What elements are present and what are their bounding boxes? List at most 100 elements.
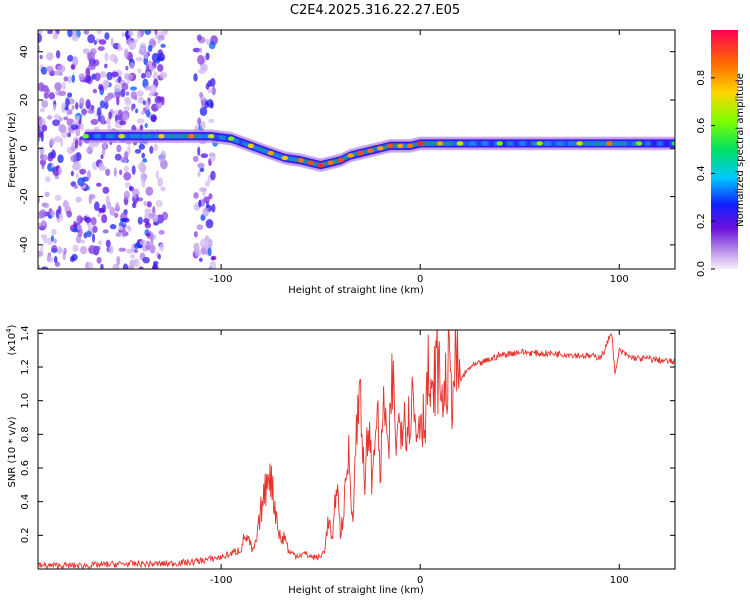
noise-blob <box>125 65 129 71</box>
y-tick-label: 40 <box>19 45 30 58</box>
noise-blob <box>88 195 93 204</box>
noise-blob <box>103 81 108 91</box>
noise-blob <box>58 124 67 133</box>
noise-blob <box>211 203 216 213</box>
snr-multiplier: (x104) <box>5 324 18 355</box>
noise-blob <box>195 248 202 257</box>
noise-blob <box>98 83 104 91</box>
noise-blob <box>50 167 56 172</box>
snr-frame <box>37 329 676 570</box>
noise-blob <box>145 100 150 111</box>
noise-blob <box>101 204 107 213</box>
noise-blob <box>104 32 110 40</box>
noise-blob <box>38 222 42 228</box>
ridge-peak <box>82 134 89 139</box>
noise-blob <box>199 106 208 116</box>
noise-blob <box>88 141 95 150</box>
noise-blob <box>87 34 96 44</box>
noise-blob <box>198 68 206 75</box>
ridge-peak <box>267 150 275 156</box>
noise-blob <box>137 162 146 171</box>
noise-blob <box>50 235 55 242</box>
noise-blob <box>88 245 97 255</box>
noise-blob <box>100 154 104 160</box>
noise-blob <box>196 34 202 41</box>
y-tick-label: 1.4 <box>20 325 31 341</box>
noise-blob <box>96 106 102 117</box>
noise-blob <box>68 109 73 115</box>
colorbar-tick-label: 0.0 <box>696 261 707 277</box>
noise-blob <box>136 90 144 97</box>
noise-blob <box>202 207 209 217</box>
ridge-peak <box>671 141 675 146</box>
noise-blob <box>75 173 79 179</box>
noise-blob <box>127 226 132 232</box>
noise-blob <box>157 34 165 41</box>
noise-blob <box>71 34 79 42</box>
x-tick-label: 100 <box>610 274 629 285</box>
noise-blob <box>160 186 166 192</box>
noise-blob <box>98 162 105 172</box>
noise-blob <box>151 264 159 269</box>
noise-blob <box>94 72 101 82</box>
noise-blob <box>90 118 99 125</box>
noise-blob <box>205 83 210 90</box>
noise-blob <box>92 225 98 233</box>
noise-blob <box>211 255 217 261</box>
noise-blob <box>101 148 106 156</box>
noise-blob <box>101 214 108 224</box>
noise-blob <box>81 108 88 115</box>
noise-blob <box>71 64 75 70</box>
noise-blob <box>133 248 139 254</box>
noise-blob <box>210 170 216 181</box>
noise-blob <box>115 201 120 210</box>
noise-blob <box>75 196 83 203</box>
noise-blob <box>117 42 121 51</box>
noise-blob <box>152 234 156 240</box>
noise-blob <box>128 30 134 37</box>
y-tick-label: -20 <box>19 188 30 204</box>
noise-blob <box>127 145 131 155</box>
noise-blob <box>133 194 137 199</box>
noise-blob <box>83 232 88 239</box>
ridge-peak <box>337 158 344 163</box>
noise-blob <box>149 146 154 154</box>
ridge-peak <box>367 148 374 153</box>
noise-blob <box>146 201 152 208</box>
noise-blob <box>87 261 94 269</box>
noise-blob <box>129 86 138 91</box>
noise-blob <box>155 199 163 208</box>
noise-blob <box>200 120 206 130</box>
noise-blob <box>153 143 158 152</box>
noise-blob <box>75 102 79 110</box>
noise-blob <box>144 222 152 229</box>
noise-blob <box>136 30 142 40</box>
noise-blob <box>76 215 83 224</box>
noise-blob <box>49 137 55 146</box>
noise-blob <box>150 65 155 72</box>
ridge-peak <box>347 153 354 158</box>
noise-blob <box>41 219 46 227</box>
noise-blob <box>83 30 90 35</box>
noise-blob <box>52 119 61 127</box>
noise-blob <box>208 118 215 123</box>
noise-blob <box>118 247 127 252</box>
noise-blob <box>197 162 205 169</box>
snr-x-axis: -100 0 100 <box>210 330 629 586</box>
noise-blob <box>54 82 62 91</box>
colorbar-tick-label: 0.8 <box>696 70 707 86</box>
noise-blob <box>84 75 92 83</box>
noise-blob <box>197 54 205 65</box>
noise-blob <box>109 224 117 230</box>
ridge-peak <box>188 134 195 139</box>
spectrogram-y-label: Frequency (Hz) <box>7 112 18 188</box>
noise-blob <box>102 186 110 194</box>
colorbar-axis: 0.0 0.2 0.4 0.6 0.8 <box>696 70 715 277</box>
noise-blob <box>43 91 49 99</box>
noise-blob <box>114 83 122 94</box>
noise-blob <box>83 216 88 222</box>
noise-blob <box>122 263 129 269</box>
noise-blob <box>135 57 143 62</box>
noise-blob <box>48 92 55 100</box>
snr-panel: -100 0 100 0.2 0.4 0.6 0.8 1.0 1.2 1.4 Height of… <box>5 324 676 596</box>
